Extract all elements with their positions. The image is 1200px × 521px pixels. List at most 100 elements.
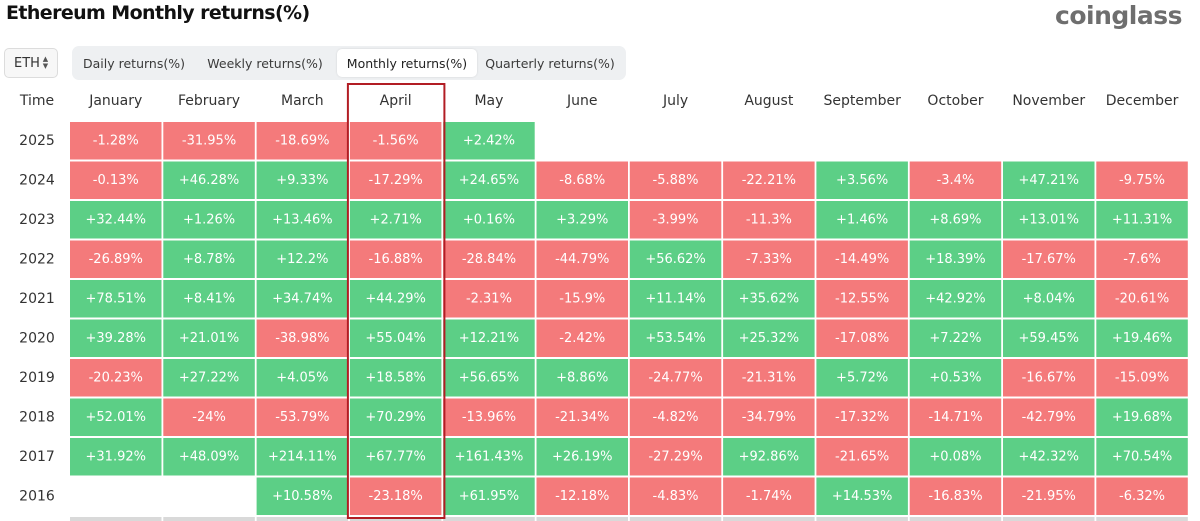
return-value-label: -17.67% (1022, 252, 1076, 267)
return-value-label: +7.22% (929, 331, 981, 346)
return-cell (536, 359, 628, 397)
return-value-label: -13.96% (462, 410, 516, 425)
return-value-label: +35.62% (739, 291, 799, 306)
return-value-label: +46.28% (179, 173, 239, 188)
return-value-label: +56.62% (645, 252, 705, 267)
return-cell (163, 201, 255, 239)
return-value-label: -4.82% (653, 410, 699, 425)
return-cell (70, 161, 162, 199)
cutoff-row-cell (256, 517, 349, 521)
return-cell (723, 280, 815, 318)
returns-period-tabs: Daily returns(%) Weekly returns(%) Month… (72, 46, 626, 80)
return-value-label: -20.61% (1115, 291, 1169, 306)
return-value-label: -31.95% (182, 133, 236, 148)
return-value-label: +32.44% (86, 212, 146, 227)
return-cell (256, 280, 349, 318)
return-cell (1096, 161, 1188, 199)
return-cell (163, 240, 255, 278)
return-value-label: +8.04% (1023, 291, 1075, 306)
return-cell (349, 240, 442, 278)
cutoff-row-cell (1096, 517, 1188, 521)
return-value-label: -21.95% (1022, 489, 1076, 504)
return-cell (1096, 280, 1188, 318)
return-value-label: -5.88% (653, 173, 699, 188)
return-value-label: +161.43% (455, 449, 524, 464)
return-value-label: -53.79% (275, 410, 329, 425)
return-cell (909, 201, 1002, 239)
return-cell (629, 280, 722, 318)
return-value-label: +27.22% (179, 370, 239, 385)
return-value-label: -12.55% (835, 291, 889, 306)
cutoff-row-cell (629, 517, 722, 521)
return-cell (349, 477, 442, 515)
return-cell (163, 438, 255, 476)
return-value-label: +55.04% (365, 331, 425, 346)
page-title: Ethereum Monthly returns(%) (6, 2, 310, 24)
month-header-august: August (744, 93, 794, 109)
return-cell (256, 438, 349, 476)
return-cell (443, 161, 535, 199)
month-header-september: September (823, 93, 901, 109)
return-value-label: +78.51% (86, 291, 146, 306)
return-cell (163, 161, 255, 199)
return-cell (909, 477, 1002, 515)
return-cell (349, 280, 442, 318)
return-value-label: -0.13% (93, 173, 139, 188)
return-cell (629, 319, 722, 357)
return-cell (163, 359, 255, 397)
return-value-label: -17.29% (369, 173, 423, 188)
asset-select[interactable]: ETH ▲ ▼ (4, 48, 58, 78)
return-cell (163, 280, 255, 318)
cutoff-row-cell (536, 517, 628, 521)
return-cell (536, 201, 628, 239)
return-cell (1096, 240, 1188, 278)
time-column-header: Time (19, 93, 54, 109)
return-cell (256, 359, 349, 397)
return-value-label: +1.26% (183, 212, 235, 227)
return-value-label: -22.21% (742, 173, 796, 188)
return-cell (70, 398, 162, 436)
return-value-label: -2.42% (559, 331, 605, 346)
return-value-label: -16.67% (1022, 370, 1076, 385)
return-cell (256, 319, 349, 357)
return-value-label: +24.65% (459, 173, 519, 188)
return-cell (629, 359, 722, 397)
month-header-july: July (662, 93, 688, 109)
return-cell (723, 240, 815, 278)
return-value-label: -20.23% (89, 370, 143, 385)
return-value-label: -1.56% (373, 133, 419, 148)
return-cell (1003, 201, 1095, 239)
return-value-label: +0.08% (929, 449, 981, 464)
return-cell (1003, 359, 1095, 397)
return-cell (1003, 438, 1095, 476)
month-header-december: December (1106, 93, 1179, 109)
return-cell (1096, 201, 1188, 239)
return-cell (256, 122, 349, 160)
return-value-label: -6.32% (1119, 489, 1165, 504)
return-value-label: +18.58% (365, 370, 425, 385)
return-cell (723, 161, 815, 199)
tab-weekly-returns[interactable]: Weekly returns(%) (207, 55, 323, 71)
year-label-2016: 2016 (19, 488, 55, 504)
tab-quarterly-returns[interactable]: Quarterly returns(%) (485, 55, 615, 71)
return-value-label: +19.68% (1112, 410, 1172, 425)
year-label-2022: 2022 (19, 251, 55, 267)
return-value-label: -15.09% (1115, 370, 1169, 385)
return-value-label: +92.86% (739, 449, 799, 464)
return-cell (443, 477, 535, 515)
tab-monthly-returns[interactable]: Monthly returns(%) (337, 49, 477, 77)
return-cell (349, 161, 442, 199)
return-value-label: -21.34% (555, 410, 609, 425)
month-header-november: November (1012, 93, 1085, 109)
return-cell (909, 398, 1002, 436)
return-value-label: -21.31% (742, 370, 796, 385)
return-cell (723, 201, 815, 239)
return-cell (909, 438, 1002, 476)
return-cell (349, 319, 442, 357)
tab-daily-returns[interactable]: Daily returns(%) (83, 55, 185, 71)
return-cell (723, 438, 815, 476)
return-cell (909, 359, 1002, 397)
return-value-label: +2.71% (370, 212, 422, 227)
return-cell (909, 240, 1002, 278)
